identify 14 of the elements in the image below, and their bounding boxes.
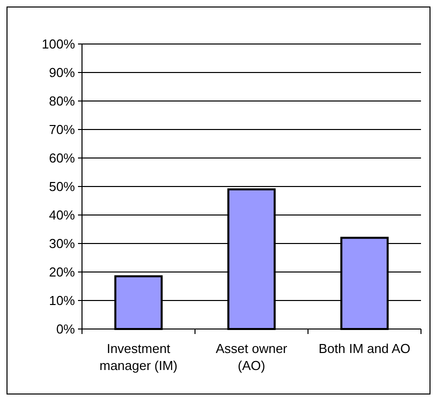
y-tick-label: 0% bbox=[56, 322, 76, 337]
y-tick-label: 80% bbox=[48, 94, 76, 109]
y-tick-label: 100% bbox=[42, 36, 76, 52]
x-tick-label: Asset owner (AO) bbox=[216, 341, 288, 373]
y-tick-label: 30% bbox=[48, 236, 76, 252]
y-tick-label: 20% bbox=[48, 264, 76, 280]
y-tick-label: 60% bbox=[48, 150, 76, 166]
y-tick-label: 90% bbox=[48, 65, 76, 80]
y-tick-label: 40% bbox=[48, 208, 76, 223]
y-tick-label: 50% bbox=[48, 179, 76, 194]
y-tick-label: 10% bbox=[48, 293, 76, 308]
x-tick-label: Both IM and AO bbox=[318, 341, 410, 356]
x-tick-label: Investment manager (IM) bbox=[99, 341, 178, 373]
y-tick-label: 70% bbox=[48, 122, 76, 138]
